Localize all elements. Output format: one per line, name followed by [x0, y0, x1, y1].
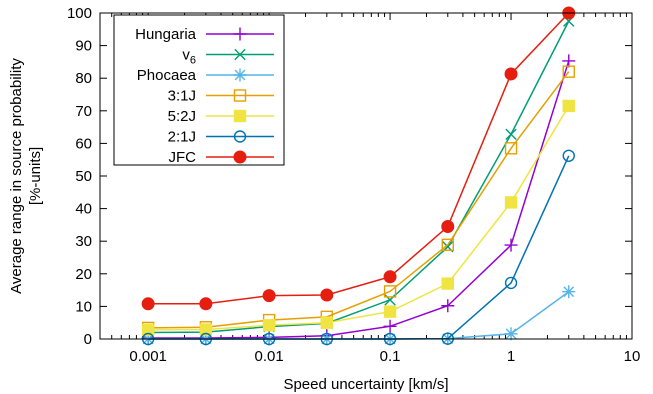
data-point [233, 109, 247, 123]
y-tick-label: 90 [75, 38, 92, 55]
series-layer [141, 6, 576, 346]
legend-label: 2:1J [168, 129, 196, 146]
data-point [562, 54, 576, 68]
x-tick-label: 0.1 [380, 348, 401, 365]
data-point [504, 67, 518, 81]
y-tick-label: 30 [75, 233, 92, 250]
series-5-2j [141, 99, 575, 337]
y-axis-label: Average range in source probability [8, 58, 25, 294]
data-point [141, 297, 155, 311]
plot-frame [99, 12, 633, 340]
y-tick-label: 70 [75, 103, 92, 120]
data-point [234, 48, 246, 61]
y-tick-label: 80 [75, 70, 92, 87]
y-tick-label: 40 [75, 201, 92, 218]
series-line [148, 105, 570, 331]
legend-label: 3:1J [168, 88, 196, 105]
x-axis-label: Speed uncertainty [km/s] [283, 376, 448, 393]
data-point [233, 68, 247, 82]
y-tick-label: 20 [75, 266, 92, 283]
legend-entry: 5:2J [168, 108, 274, 125]
x-tick-label: 10 [624, 348, 641, 365]
legend-label: Phocaea [137, 67, 197, 84]
data-point [199, 323, 213, 336]
y-axis-unit-label: [%-units] [27, 147, 44, 205]
y-tick-label: 50 [75, 168, 92, 185]
data-point [504, 142, 518, 155]
legend-entry: Phocaea [137, 67, 274, 84]
data-point [233, 150, 247, 164]
series-line [148, 60, 570, 339]
legend-label: Hungaria [135, 26, 197, 43]
legend-box [113, 14, 285, 166]
data-point [233, 130, 247, 143]
data-point [505, 128, 517, 140]
data-point [262, 319, 276, 332]
data-point [441, 238, 454, 251]
x-tick-label: 1 [507, 348, 515, 365]
data-point [441, 299, 455, 313]
data-point [320, 288, 334, 302]
data-point [262, 289, 276, 303]
data-point [504, 327, 518, 341]
data-point [141, 323, 155, 337]
data-point [562, 149, 575, 162]
y-tick-label: 100 [67, 5, 92, 22]
series-jfc [141, 6, 576, 311]
data-point [504, 196, 518, 209]
series-phocaea [141, 285, 576, 346]
data-point [504, 238, 518, 252]
data-point [383, 270, 397, 284]
x-tick-label: 0.01 [255, 348, 284, 365]
data-point [233, 27, 247, 41]
legend-entry: JFC [169, 149, 274, 166]
data-point [199, 297, 213, 311]
data-point [383, 285, 397, 298]
data-point [504, 276, 518, 290]
data-point [441, 220, 455, 234]
legend-entry: Hungaria [135, 26, 274, 43]
data-point [233, 89, 247, 102]
data-point [562, 65, 575, 78]
data-point [383, 305, 397, 318]
legend-entry: 3:1J [168, 88, 274, 105]
data-point [383, 319, 397, 333]
legend-label: JFC [169, 149, 197, 166]
y-tick-label: 10 [75, 298, 92, 315]
series-line [148, 20, 570, 334]
data-point [562, 285, 576, 299]
series-line [148, 71, 570, 329]
x-tick-label: 0.001 [129, 348, 167, 365]
series-line [148, 12, 570, 305]
legend-entry: 2:1J [168, 129, 274, 146]
legend-label: 5:2J [168, 108, 196, 125]
data-point [562, 99, 575, 113]
data-point [441, 277, 454, 290]
tick-layer: 0 10 20 30 40 50 60 70 80 90 100 0.001 0.01 0.1 1 10 [67, 5, 640, 365]
data-point [320, 316, 334, 329]
y-tick-label: 0 [84, 331, 92, 348]
y-tick-label: 60 [75, 135, 92, 152]
